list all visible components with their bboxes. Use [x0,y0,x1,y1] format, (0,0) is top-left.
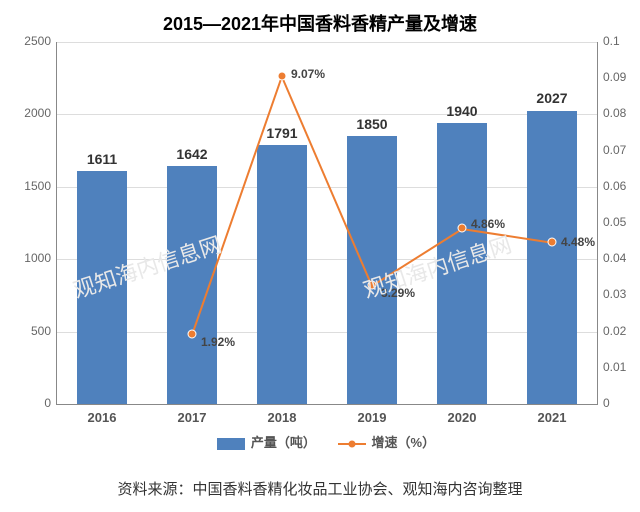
y-right-tick: 0.08 [603,106,626,120]
line-value-label: 9.07% [291,67,325,81]
bar [437,123,487,404]
bar-value-label: 1611 [87,151,117,167]
bar-value-label: 1940 [446,103,477,119]
legend: 产量（吨） 增速（%） [0,432,640,451]
line-point [458,224,467,233]
x-tick-label: 2021 [538,410,567,425]
bar-value-label: 2027 [536,90,567,106]
gridline [57,259,597,260]
line-value-label: 4.86% [471,217,505,231]
y-left-tick: 1500 [9,179,51,193]
bar-value-label: 1642 [176,146,207,162]
source-text: 资料来源：中国香料香精化妆品工业协会、观知海内咨询整理 [0,478,640,499]
y-right-tick: 0.02 [603,324,626,338]
y-left-tick: 2500 [9,34,51,48]
bar-value-label: 1850 [356,116,387,132]
y-left-tick: 500 [9,324,51,338]
y-right-tick: 0.03 [603,287,626,301]
y-right-tick: 0.06 [603,179,626,193]
line-point [548,237,557,246]
line-point [188,330,197,339]
legend-bar-label: 产量（吨） [251,435,316,450]
y-right-tick: 0.05 [603,215,626,229]
y-right-tick: 0.07 [603,143,626,157]
y-right-tick: 0.1 [603,34,620,48]
x-tick-label: 2020 [448,410,477,425]
y-right-tick: 0 [603,396,610,410]
bar [347,136,397,404]
legend-bar-swatch [217,438,245,450]
legend-line-swatch [338,438,366,450]
line-value-label: 3.29% [381,286,415,300]
gridline [57,332,597,333]
y-left-tick: 1000 [9,251,51,265]
y-right-tick: 0.04 [603,251,626,265]
x-tick-label: 2016 [88,410,117,425]
x-tick-label: 2018 [268,410,297,425]
bar [257,145,307,404]
plot-area: 0500100015002000250000.010.020.030.040.0… [56,42,598,405]
legend-line-label: 增速（%） [372,435,436,450]
line-value-label: 4.48% [561,235,595,249]
y-right-tick: 0.01 [603,360,626,374]
x-tick-label: 2019 [358,410,387,425]
gridline [57,42,597,43]
line-point [278,71,287,80]
gridline [57,114,597,115]
y-left-tick: 0 [9,396,51,410]
root: { "title": {"text": "2015—2021年中国香料香精产量及… [0,0,640,512]
bar [77,171,127,404]
y-right-tick: 0.09 [603,70,626,84]
chart-title: 2015—2021年中国香料香精产量及增速 [0,0,640,36]
line-point [368,280,377,289]
x-tick-label: 2017 [178,410,207,425]
y-left-tick: 2000 [9,106,51,120]
bar [527,111,577,405]
gridline [57,187,597,188]
line-value-label: 1.92% [201,335,235,349]
bar-value-label: 1791 [266,125,297,141]
legend-dot-icon [348,440,355,447]
